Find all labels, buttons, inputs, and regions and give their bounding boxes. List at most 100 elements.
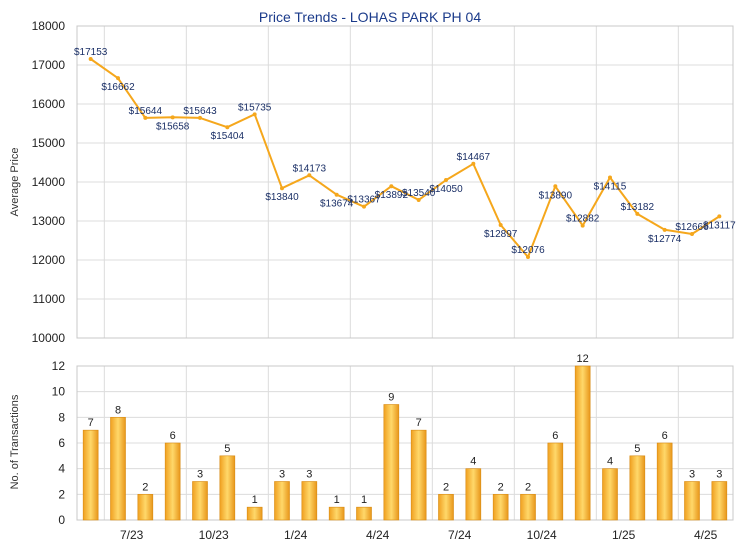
transactions-bar (356, 506, 372, 521)
price-point (608, 175, 612, 180)
transactions-data-label: 3 (197, 469, 203, 481)
transactions-tick-label: 2 (58, 487, 65, 501)
transactions-bar (465, 468, 482, 521)
transactions-bar (438, 494, 454, 521)
price-point (416, 197, 421, 202)
transactions-bar (492, 494, 509, 521)
transactions-bar (301, 481, 318, 521)
price-data-label: $13117 (703, 220, 736, 231)
price-point (444, 178, 448, 183)
price-point (362, 204, 366, 209)
transactions-bar (219, 455, 236, 521)
transactions-bar (684, 481, 700, 521)
price-point (580, 223, 585, 228)
transactions-bar (274, 481, 290, 521)
price-data-label: $12076 (511, 245, 545, 256)
price-tick-label: 13000 (32, 214, 66, 228)
x-tick-label: 10/24 (527, 528, 557, 542)
price-data-label: $15735 (238, 102, 272, 113)
price-data-label: $12666 (675, 222, 709, 233)
price-point (553, 184, 558, 189)
price-data-label: $15658 (156, 121, 190, 132)
transactions-tick-label: 12 (52, 359, 66, 373)
transactions-data-label: 1 (334, 494, 340, 506)
price-tick-label: 11000 (33, 292, 66, 306)
transactions-tick-label: 10 (52, 385, 66, 399)
transactions-bar (656, 442, 673, 521)
chart-title: Price Trends - LOHAS PARK PH 04 (259, 9, 481, 25)
transactions-data-label: 7 (416, 417, 422, 429)
price-point (225, 125, 230, 130)
price-point (307, 173, 312, 178)
price-point (635, 211, 640, 216)
transactions-bar (410, 429, 427, 521)
price-point (690, 232, 694, 237)
price-tick-label: 10000 (32, 331, 66, 345)
transactions-data-label: 3 (306, 469, 312, 481)
price-tick-label: 16000 (32, 97, 66, 111)
transactions-data-label: 6 (552, 430, 558, 442)
price-data-label: $13892 (375, 190, 409, 201)
price-point (334, 192, 339, 197)
transactions-data-label: 3 (279, 469, 285, 481)
price-data-label: $13674 (320, 199, 354, 210)
price-data-label: $13367 (347, 195, 381, 206)
price-data-label: $13540 (402, 188, 436, 199)
price-panel: 10000 11000 12000 13000 14000 15000 16000 17000… (32, 19, 736, 345)
price-axis-label: Average Price (9, 148, 21, 217)
transactions-tick-label: 0 (58, 513, 65, 527)
price-point (116, 76, 120, 81)
price-data-label: $14050 (429, 184, 463, 195)
price-data-label: $14173 (293, 163, 327, 174)
transactions-data-label: 2 (443, 481, 449, 493)
transactions-bar (137, 494, 154, 521)
transactions-data-label: 4 (607, 456, 613, 468)
transactions-data-label: 3 (689, 469, 695, 481)
price-tick-label: 18000 (32, 19, 66, 33)
price-data-label: $13182 (621, 202, 655, 213)
x-tick-label: 1/24 (284, 528, 308, 542)
price-tick-label: 15000 (32, 136, 66, 150)
price-point (662, 227, 667, 232)
transactions-bar (520, 494, 536, 521)
price-tick-label: 12000 (32, 253, 66, 267)
transactions-bar (547, 442, 564, 521)
price-data-label: $13840 (265, 192, 299, 203)
transactions-tick-label: 8 (58, 410, 65, 424)
transactions-data-label: 5 (634, 443, 640, 455)
price-point (280, 186, 284, 191)
x-tick-label: 1/25 (612, 528, 636, 542)
price-point (170, 115, 175, 120)
transactions-plot-frame (76, 365, 734, 521)
x-tick-label: 7/23 (120, 528, 144, 542)
price-data-label: $16662 (101, 82, 135, 93)
price-point (143, 115, 148, 120)
price-data-label: $15643 (183, 106, 217, 117)
price-data-label: $15644 (129, 106, 163, 117)
price-data-label: $14467 (457, 152, 491, 163)
price-line (90, 58, 720, 258)
transactions-bar (192, 481, 208, 521)
price-point (88, 57, 93, 62)
transactions-bar (574, 365, 591, 521)
price-data-label: $12774 (648, 234, 682, 245)
transactions-data-label: 5 (224, 443, 230, 455)
transactions-data-label: 2 (525, 481, 531, 493)
x-tick-label: 10/23 (199, 528, 229, 542)
transactions-data-label: 6 (662, 430, 668, 442)
transactions-tick-label: 6 (58, 436, 65, 450)
transactions-data-label: 1 (252, 494, 258, 506)
price-point (471, 161, 476, 166)
price-point (526, 255, 530, 260)
transactions-data-label: 4 (470, 456, 476, 468)
x-tick-label: 7/24 (448, 528, 472, 542)
price-data-label: $14115 (594, 182, 627, 193)
transactions-bar (711, 481, 728, 521)
transactions-bar (383, 404, 400, 521)
transactions-bar (246, 506, 263, 521)
transactions-data-label: 2 (142, 481, 148, 493)
transactions-bar (328, 506, 345, 521)
x-tick-label: 4/25 (694, 528, 718, 542)
transactions-data-label: 9 (388, 392, 394, 404)
